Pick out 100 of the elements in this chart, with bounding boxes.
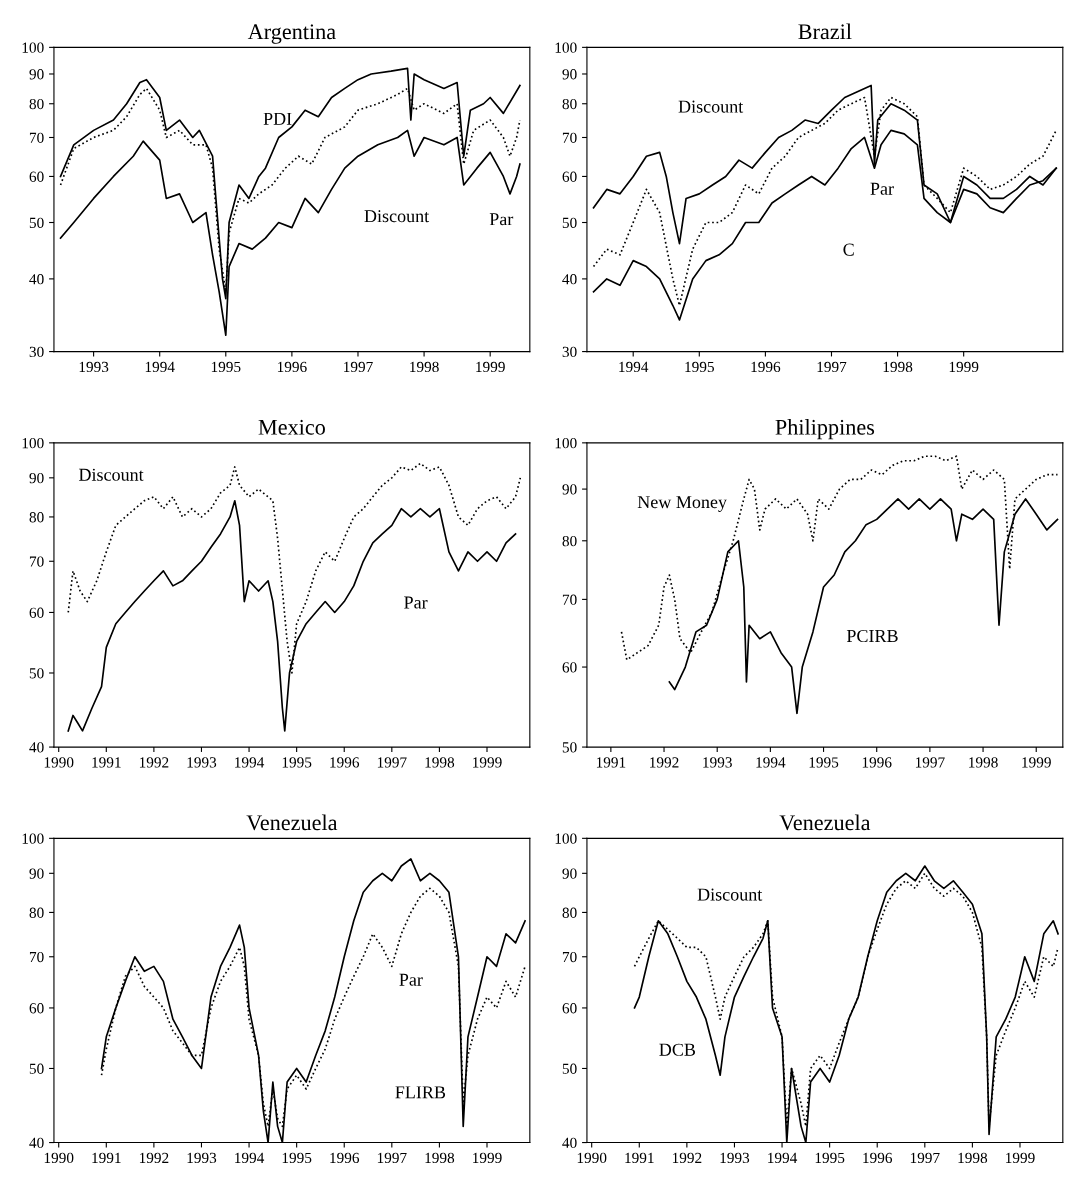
x-tick-label: 1996 [863, 1152, 893, 1164]
x-tick-label: 1994 [235, 1152, 265, 1164]
x-tick-label: 1993 [720, 1152, 750, 1164]
chart-title: Venezuela [779, 814, 871, 831]
y-tick-label: 50 [562, 1063, 577, 1074]
x-tick-label: 1999 [473, 757, 502, 768]
y-tick-label: 50 [562, 217, 577, 228]
y-tick-label: 60 [29, 171, 44, 182]
y-tick-label: 60 [562, 171, 577, 182]
y-tick-label: 80 [562, 535, 577, 547]
y-tick-label: 60 [29, 607, 44, 618]
x-tick-label: 1994 [235, 757, 265, 768]
x-tick-label: 1998 [883, 361, 913, 373]
chart-title: Argentina [247, 24, 336, 44]
y-tick-label: 60 [29, 1003, 44, 1014]
x-tick-label: 1991 [92, 1152, 121, 1164]
x-tick-label: 1998 [969, 757, 998, 768]
y-tick-label: 90 [562, 868, 577, 879]
y-tick-label: 80 [29, 907, 44, 918]
y-tick-label: 90 [562, 69, 577, 80]
y-tick-label: 50 [29, 668, 44, 679]
y-tick-label: 60 [562, 662, 577, 673]
chart-title: Philippines [775, 419, 875, 440]
y-tick-label: 70 [562, 132, 577, 143]
annotation: DCB [659, 1043, 696, 1056]
y-tick-label: 50 [29, 1063, 44, 1074]
annotation: Par [870, 182, 894, 195]
annotation: Par [489, 213, 514, 226]
y-tick-label: 70 [29, 132, 44, 143]
x-tick-label: 1998 [958, 1152, 988, 1164]
y-tick-label: 40 [29, 1137, 44, 1149]
y-tick-label: 90 [562, 484, 577, 495]
y-tick-label: 80 [29, 98, 44, 110]
y-tick-label: 70 [562, 594, 577, 605]
x-tick-label: 1990 [44, 757, 74, 768]
y-tick-label: 40 [562, 1137, 577, 1149]
x-tick-label: 1993 [187, 757, 217, 768]
x-tick-label: 1999 [1022, 757, 1051, 768]
x-tick-label: 1993 [187, 1152, 217, 1164]
y-tick-label: 100 [555, 42, 577, 53]
x-tick-label: 1999 [476, 361, 505, 373]
x-tick-label: 1994 [619, 361, 649, 373]
y-tick-label: 90 [29, 69, 44, 80]
x-tick-label: 1997 [344, 361, 373, 373]
x-tick-label: 1990 [577, 1152, 607, 1164]
x-tick-label: 1991 [596, 757, 626, 768]
y-tick-label: 90 [29, 472, 44, 484]
annotation: Par [399, 973, 423, 986]
x-tick-label: 1992 [139, 1152, 169, 1164]
y-tick-label: 50 [29, 217, 44, 228]
annotation: New Money [637, 496, 727, 512]
annotation: PCIRB [846, 629, 898, 643]
x-tick-label: 1995 [282, 757, 312, 768]
x-tick-label: 1998 [425, 757, 455, 768]
annotation: Par [404, 596, 428, 609]
y-tick-label: 50 [562, 742, 577, 753]
x-tick-label: 1998 [410, 361, 439, 373]
annotation: Discount [697, 888, 763, 901]
y-tick-label: 100 [555, 833, 577, 844]
chart-title: Brazil [798, 23, 852, 40]
x-tick-label: 1997 [910, 1152, 940, 1164]
x-tick-label: 1997 [817, 361, 847, 373]
y-tick-label: 70 [29, 556, 44, 567]
x-tick-label: 1999 [473, 1152, 502, 1164]
x-tick-label: 1997 [377, 757, 407, 768]
x-tick-label: 1996 [751, 361, 781, 373]
y-tick-label: 70 [562, 951, 577, 963]
y-tick-label: 30 [562, 346, 577, 358]
x-tick-label: 1997 [377, 1152, 407, 1164]
x-tick-label: 1997 [915, 757, 945, 768]
x-tick-label: 1990 [44, 1152, 74, 1164]
y-tick-label: 30 [29, 346, 44, 358]
y-tick-label: 40 [29, 742, 44, 753]
x-tick-label: 1996 [862, 757, 892, 768]
x-tick-label: 1995 [815, 1152, 845, 1164]
annotation: C [843, 243, 854, 256]
x-tick-label: 1994 [768, 1152, 798, 1164]
y-tick-label: 100 [22, 833, 44, 844]
y-tick-label: 80 [562, 907, 577, 918]
annotation: Discount [364, 210, 430, 223]
x-tick-label: 1998 [425, 1152, 455, 1164]
x-tick-label: 1995 [685, 361, 714, 373]
x-tick-label: 1994 [145, 361, 175, 373]
y-tick-label: 40 [29, 274, 44, 285]
x-tick-label: 1992 [139, 757, 169, 768]
x-tick-label: 1993 [703, 757, 732, 768]
annotation: FLIRB [395, 1086, 446, 1099]
x-tick-label: 1995 [809, 757, 839, 768]
annotation: Discount [78, 468, 144, 481]
x-tick-label: 1999 [1006, 1152, 1035, 1164]
x-tick-label: 1996 [330, 1152, 360, 1164]
x-tick-label: 1992 [672, 1152, 702, 1164]
y-tick-label: 80 [562, 98, 577, 110]
x-tick-label: 1991 [92, 757, 121, 768]
y-tick-label: 60 [562, 1003, 577, 1014]
y-tick-label: 100 [22, 42, 44, 53]
y-tick-label: 40 [562, 274, 577, 285]
y-tick-label: 80 [29, 512, 44, 523]
annotation: PDI [263, 112, 292, 125]
x-tick-label: 1995 [211, 361, 241, 373]
